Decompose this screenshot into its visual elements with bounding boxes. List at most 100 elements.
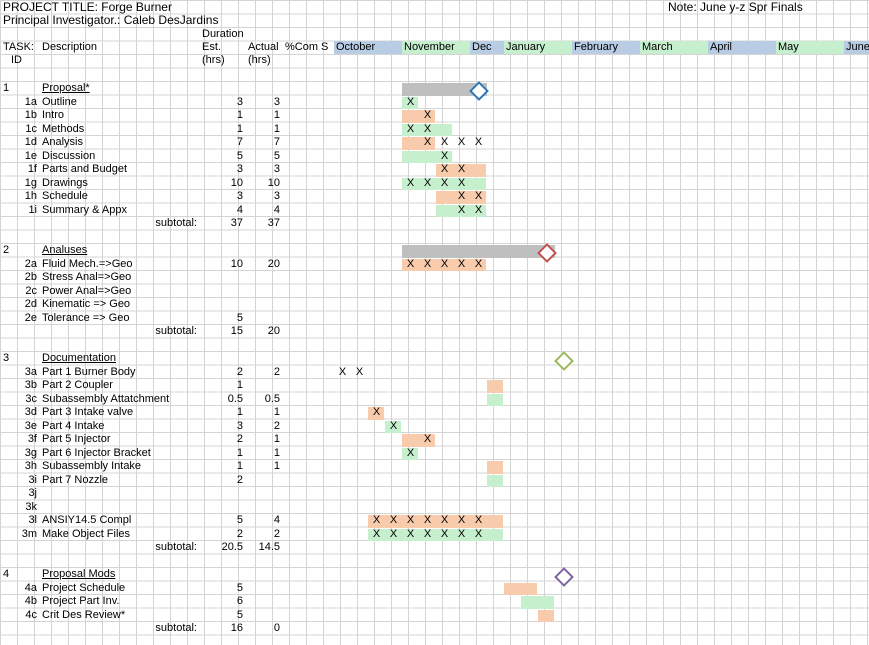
task-id: 2d — [24, 298, 37, 310]
gantt-cell-green — [402, 150, 452, 163]
task-est-hours: 2 — [236, 527, 243, 540]
subtotal-actual: 0 — [273, 622, 280, 634]
task-est-hours: 1 — [236, 379, 243, 391]
section-title: Analuses — [42, 244, 88, 256]
progress-mark: X — [406, 527, 415, 540]
gantt-cell-green — [487, 393, 503, 406]
task-description: ANSIY14.5 Compl — [42, 514, 132, 526]
task-est-hours: 1 — [236, 109, 243, 121]
month-header-band — [844, 41, 869, 54]
task-id: 3m — [21, 527, 37, 540]
task-description: Part 2 Coupler — [42, 379, 113, 391]
progress-mark: X — [440, 136, 449, 148]
task-description: Make Object Files — [42, 527, 131, 540]
actual-unit-header: (hrs) — [248, 54, 271, 66]
task-description: Subassembly Attatchment — [42, 392, 170, 405]
task-description: Crit Des Review* — [42, 608, 126, 621]
progress-mark: X — [372, 527, 381, 540]
month-label: June — [846, 41, 869, 53]
task-est-hours: 2 — [236, 473, 243, 486]
task-header: TASK: — [3, 41, 34, 53]
task-est-hours: 1 — [236, 460, 243, 472]
task-id: 3c — [25, 392, 37, 405]
progress-mark: X — [457, 176, 466, 189]
task-id: 2c — [25, 284, 37, 297]
task-est-hours: 5 — [236, 608, 243, 621]
task-actual-hours: 1 — [273, 406, 280, 418]
task-description: Part 5 Injector — [42, 433, 111, 445]
progress-mark: X — [389, 419, 398, 432]
progress-mark: X — [355, 365, 364, 378]
gantt-cell-orange — [436, 191, 486, 204]
task-id: 4b — [24, 595, 37, 607]
task-est-hours: 1 — [236, 406, 243, 418]
section-id: 2 — [3, 244, 10, 256]
task-description: Project Part Inv. — [42, 595, 120, 607]
task-description: Power Anal=>Geo — [42, 284, 132, 297]
task-actual-hours: 20 — [267, 257, 280, 270]
task-id: 1b — [24, 109, 37, 121]
est-header: Est. — [202, 41, 221, 53]
progress-mark: X — [423, 136, 432, 148]
month-header-band — [572, 41, 640, 54]
task-est-hours: 3 — [236, 190, 243, 202]
est-unit-header: (hrs) — [202, 54, 225, 66]
progress-mark: X — [389, 527, 398, 540]
task-actual-hours: 4 — [273, 514, 280, 526]
progress-mark: X — [372, 406, 381, 418]
gantt-cell-green — [402, 447, 418, 460]
subtotal-actual: 20 — [267, 325, 280, 337]
section-title: Proposal* — [42, 82, 90, 94]
progress-mark: X — [423, 527, 432, 540]
task-actual-hours: 4 — [273, 203, 280, 216]
task-actual-hours: 7 — [273, 136, 280, 148]
gantt-cell-green — [402, 177, 486, 190]
gantt-cell-green — [402, 96, 418, 109]
task-est-hours: 2 — [236, 365, 243, 378]
task-actual-hours: 3 — [273, 95, 280, 108]
summary-bar — [402, 245, 555, 258]
task-description: Part 4 Intake — [42, 419, 105, 432]
month-label: October — [336, 41, 376, 53]
task-est-hours: 2 — [236, 433, 243, 445]
milestone-diamond-icon — [554, 566, 574, 587]
task-id: 3e — [24, 419, 37, 432]
month-header-band — [640, 41, 708, 54]
task-actual-hours: 3 — [273, 190, 280, 202]
task-actual-hours: 1 — [273, 460, 280, 472]
progress-mark: X — [423, 122, 432, 135]
progress-mark: X — [423, 109, 432, 121]
task-description: Intro — [42, 109, 65, 121]
progress-mark: X — [440, 149, 449, 162]
month-label: January — [506, 41, 546, 53]
task-description: Drawings — [42, 176, 88, 189]
progress-mark: X — [440, 163, 449, 175]
id-header: ID — [11, 54, 22, 66]
task-actual-hours: 2 — [273, 527, 280, 540]
gantt-cell-orange — [402, 434, 435, 447]
task-est-hours: 6 — [236, 595, 243, 607]
task-id: 4a — [24, 581, 37, 594]
task-est-hours: 3 — [236, 419, 243, 432]
task-description: Part 3 Intake valve — [42, 406, 134, 418]
task-est-hours: 1 — [236, 446, 243, 459]
task-description: Schedule — [42, 190, 88, 202]
task-actual-hours: 2 — [273, 365, 280, 378]
task-est-hours: 5 — [236, 514, 243, 526]
progress-mark: X — [406, 176, 415, 189]
task-est-hours: 5 — [236, 581, 243, 594]
task-id: 4c — [25, 608, 37, 621]
month-label: May — [778, 41, 799, 53]
task-est-hours: 1 — [236, 122, 243, 135]
task-id: 3j — [28, 487, 37, 499]
progress-mark: X — [406, 95, 415, 108]
section-id: 1 — [3, 82, 10, 94]
task-id: 2b — [24, 271, 37, 283]
task-est-hours: 10 — [230, 257, 243, 270]
progress-mark: X — [457, 257, 466, 270]
task-est-hours: 10 — [230, 176, 243, 189]
gantt-cell-orange — [538, 609, 554, 622]
task-id: 3d — [24, 406, 37, 418]
month-label: April — [710, 41, 733, 53]
